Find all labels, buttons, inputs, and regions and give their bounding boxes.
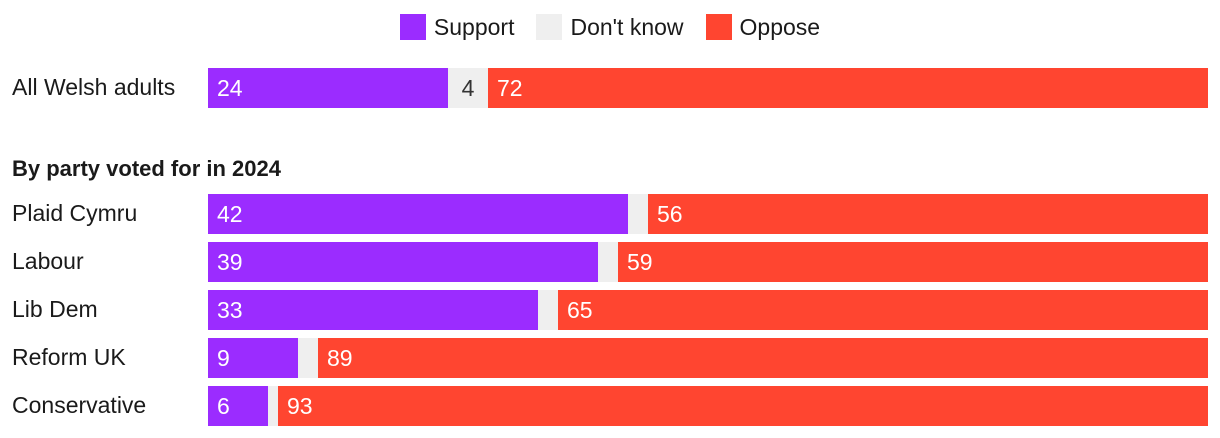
bar-segment-support: 33 [208, 290, 538, 330]
legend-swatch-oppose [705, 14, 732, 40]
data-label-support: 33 [217, 296, 243, 323]
row-label-plaid-cymru: Plaid Cymru [12, 200, 138, 226]
legend-item-support: Support [399, 13, 515, 41]
data-label-oppose: 56 [657, 200, 683, 227]
data-label-support: 24 [217, 74, 243, 101]
row-label-labour: Labour [12, 248, 84, 274]
bar-segment-support: 39 [208, 242, 598, 282]
legend-swatch-dont-know [536, 14, 563, 40]
bar-conservative: 6 93 [208, 386, 1208, 426]
bar-segment-support: 6 [208, 386, 268, 426]
bar-segment-dont-know: 4 [448, 68, 488, 108]
legend-item-dont-know: Don't know [536, 13, 684, 41]
bar-segment-support: 42 [208, 194, 628, 234]
bar-segment-support: 24 [208, 68, 448, 108]
data-label-support: 6 [217, 392, 230, 419]
bar-segment-oppose: 93 [278, 386, 1208, 426]
legend-swatch-support [399, 14, 426, 40]
data-label-oppose: 65 [567, 296, 593, 323]
bar-segment-oppose: 56 [648, 194, 1208, 234]
bar-segment-support: 9 [208, 338, 298, 378]
data-label-dont-know: 4 [461, 74, 475, 101]
row-label-reform-uk: Reform UK [12, 344, 126, 370]
bar-plaid-cymru: 42 56 [208, 194, 1208, 234]
legend-label-oppose: Oppose [739, 13, 821, 40]
section-title: By party voted for in 2024 [12, 156, 281, 181]
bar-all-welsh-adults: 24 4 72 [208, 68, 1208, 108]
bar-segment-oppose: 89 [318, 338, 1208, 378]
bar-labour: 39 59 [208, 242, 1208, 282]
bar-segment-dont-know [298, 338, 318, 378]
bar-segment-oppose: 59 [618, 242, 1208, 282]
legend-label-dont-know: Don't know [570, 13, 684, 40]
data-label-oppose: 59 [627, 248, 653, 275]
data-label-support: 9 [217, 344, 230, 371]
row-label-all-welsh-adults: All Welsh adults [12, 74, 176, 100]
legend-item-oppose: Oppose [705, 13, 821, 41]
bar-lib-dem: 33 65 [208, 290, 1208, 330]
bar-reform-uk: 9 89 [208, 338, 1208, 378]
data-label-support: 39 [217, 248, 243, 275]
data-label-oppose: 72 [497, 74, 523, 101]
data-label-support: 42 [217, 200, 243, 227]
legend: Support Don't know Oppose [0, 10, 1220, 44]
bar-segment-oppose: 65 [558, 290, 1208, 330]
data-label-oppose: 89 [327, 344, 353, 371]
bar-segment-dont-know [628, 194, 648, 234]
legend-label-support: Support [433, 13, 515, 40]
bar-segment-dont-know [598, 242, 618, 282]
data-label-oppose: 93 [287, 392, 313, 419]
bar-segment-dont-know [268, 386, 278, 426]
row-label-lib-dem: Lib Dem [12, 296, 98, 322]
bar-segment-oppose: 72 [488, 68, 1208, 108]
row-label-conservative: Conservative [12, 392, 147, 418]
bar-segment-dont-know [538, 290, 558, 330]
